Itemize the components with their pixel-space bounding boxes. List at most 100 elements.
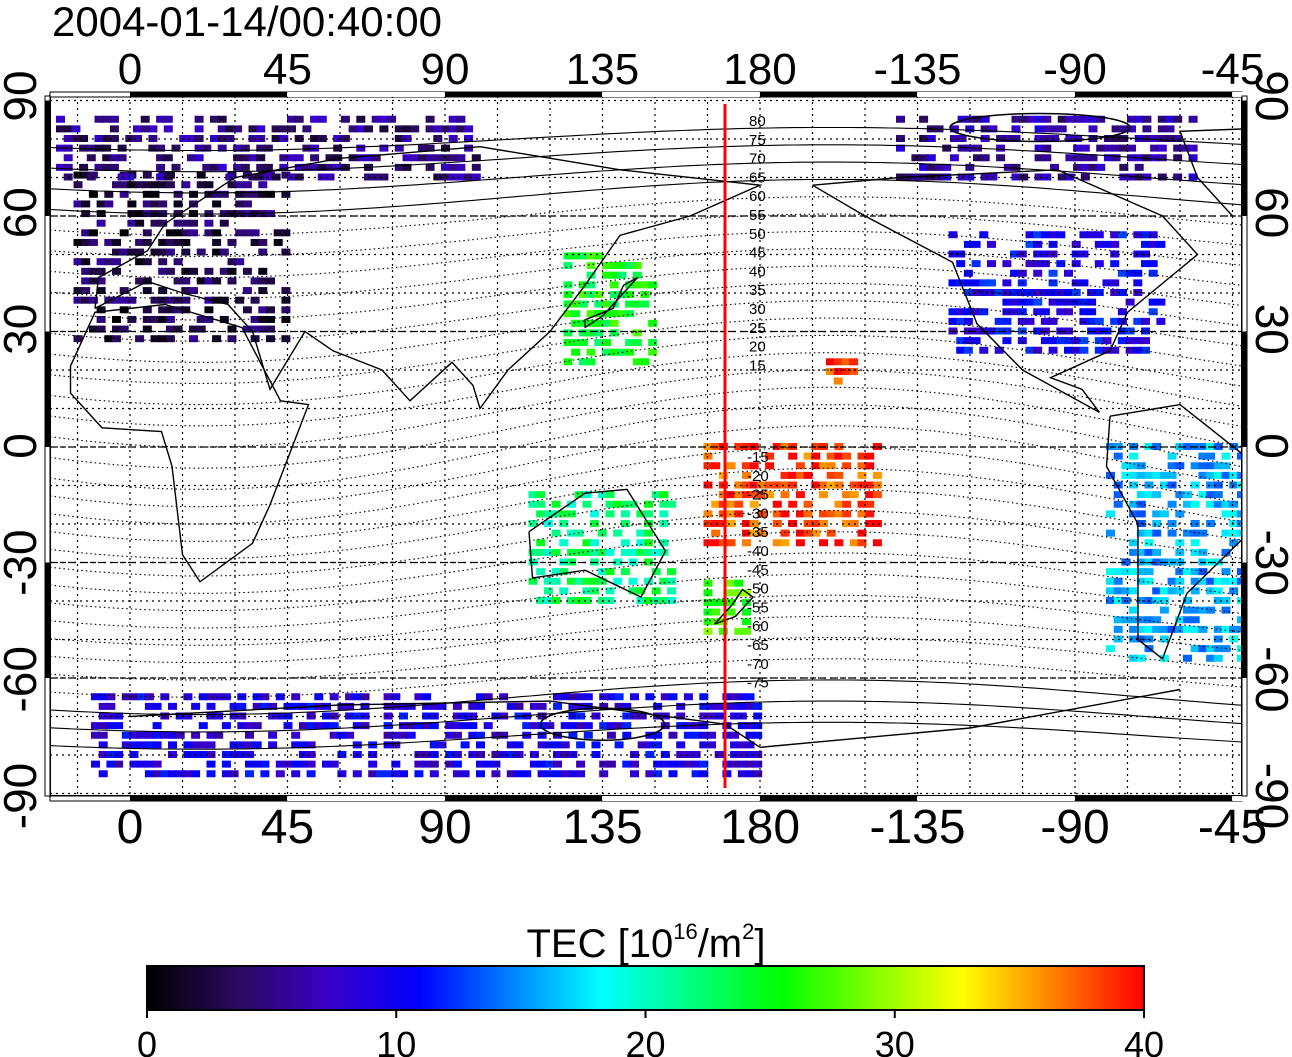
tec-cell [1142,115,1152,123]
tec-cell [1252,607,1261,614]
tec-cell [1142,173,1152,181]
map-border-segment [760,796,917,801]
tec-cell [379,115,389,123]
tec-cell [227,258,237,266]
tec-cell [1034,135,1044,142]
coastlines [69,128,1242,748]
tec-cell [942,163,952,171]
map-border-segment [445,796,602,801]
tec-cell [506,741,516,749]
map-border-segment [1075,796,1232,801]
tec-cell [225,135,235,142]
tec-cell [63,163,73,171]
tec-cell [258,190,268,198]
tec-cell [291,702,301,710]
tec-cell [699,741,709,749]
tec-cell [636,597,646,604]
tec-cell [1033,240,1043,248]
tec-cell [471,154,481,162]
tec-cell [150,315,160,323]
tec-cell [314,722,324,730]
map-border-segment [445,92,602,97]
tec-cell [1117,317,1127,325]
tec-cell [865,520,875,527]
tec-cell [114,760,124,768]
tec-cell [514,770,524,778]
tec-cell [683,760,693,768]
tec-cell [1221,625,1231,633]
tec-cell [718,471,728,479]
tec-cell [329,722,339,730]
tec-cell [1221,500,1231,508]
tec-cell [1102,240,1112,248]
tec-cell [1136,597,1146,604]
tec-cell [543,548,553,556]
tec-cell [256,163,266,171]
tec-cell [718,539,728,547]
tec-cell [287,125,296,133]
coastline [713,588,755,625]
tec-cell [745,751,755,758]
tec-cell [468,731,478,739]
magnetic-contour-line [50,700,1242,733]
tec-cell [659,539,669,547]
tec-cell [1017,298,1027,306]
tec-cell [91,731,100,739]
tec-cell [250,190,260,198]
tec-cell [1141,240,1150,248]
tec-cell [263,163,273,171]
tec-cell [576,741,586,749]
tec-cell [753,751,763,758]
tec-cell [571,300,581,308]
tec-cell [194,154,204,162]
tec-cell [559,587,569,595]
tec-cell [391,770,401,778]
tec-cell [294,135,304,142]
tec-cell [181,267,191,275]
tec-cell [1010,250,1020,258]
tec-cell [160,770,170,778]
tec-cell [391,702,401,710]
tec-cell [1129,606,1139,614]
tec-cell [543,510,553,518]
tec-cell [1206,471,1216,479]
tec-cell [1198,548,1208,556]
tec-cell [1111,154,1121,162]
tec-cell [173,219,183,227]
tec-cell [1252,501,1261,508]
tec-cell [514,741,524,749]
tec-cell [956,308,966,316]
tec-cell [310,144,320,152]
tec-cell [112,296,121,304]
tec-cell [1094,346,1104,354]
tec-cell [1159,481,1169,489]
tec-cell [250,238,260,246]
tec-cell [648,339,658,347]
tec-cell [1175,577,1185,585]
tec-cell [1071,337,1081,345]
tec-cell [1002,317,1012,325]
tec-cell [745,702,755,710]
tec-cell [181,287,191,295]
tec-cell [571,310,581,318]
tec-cell [186,154,196,162]
tec-cell [173,190,183,198]
magnetic-contour-line [50,317,1242,385]
tec-cell [536,500,546,508]
tec-cell [242,325,252,333]
tec-cell [559,520,569,527]
tec-cell [857,510,867,518]
tec-cell [1150,144,1160,152]
tec-cell [632,358,642,366]
tec-cell [173,325,183,333]
tec-cell [568,770,578,778]
tec-cell [563,339,573,347]
tec-cell [281,315,291,323]
magnetic-contour-line [50,552,1242,612]
tec-cell [104,200,114,208]
contour-label: 70 [749,151,766,168]
tec-cell [614,741,624,749]
tec-cell [571,339,581,347]
tec-cell [934,163,944,171]
tec-cell [1188,144,1198,152]
